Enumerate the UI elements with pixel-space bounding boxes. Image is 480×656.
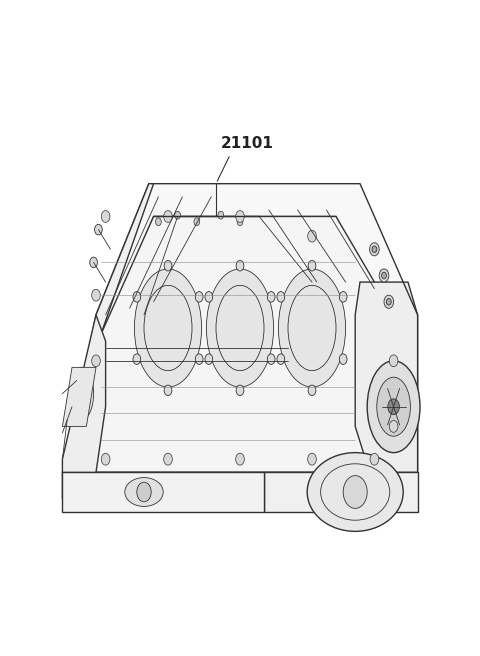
Circle shape <box>389 355 398 367</box>
Polygon shape <box>264 472 418 512</box>
Circle shape <box>133 354 141 364</box>
Circle shape <box>237 218 243 226</box>
Circle shape <box>308 453 316 465</box>
Circle shape <box>205 291 213 302</box>
Circle shape <box>308 230 316 242</box>
Circle shape <box>236 385 244 396</box>
Circle shape <box>90 257 97 268</box>
Polygon shape <box>72 216 408 472</box>
Circle shape <box>386 298 391 305</box>
Circle shape <box>218 211 224 219</box>
Polygon shape <box>96 184 403 341</box>
Polygon shape <box>62 367 96 426</box>
Circle shape <box>194 218 200 226</box>
Circle shape <box>195 354 203 365</box>
Circle shape <box>164 453 172 465</box>
Circle shape <box>101 211 110 222</box>
Circle shape <box>389 420 398 432</box>
Ellipse shape <box>224 226 275 262</box>
Circle shape <box>95 224 102 235</box>
Circle shape <box>277 354 285 364</box>
Circle shape <box>379 269 389 282</box>
Circle shape <box>370 453 379 465</box>
Circle shape <box>137 482 151 502</box>
Circle shape <box>267 291 275 302</box>
Circle shape <box>195 291 203 302</box>
Circle shape <box>308 385 316 396</box>
Polygon shape <box>62 472 264 512</box>
Ellipse shape <box>307 453 403 531</box>
Polygon shape <box>62 184 154 472</box>
Polygon shape <box>62 315 106 472</box>
Ellipse shape <box>303 238 340 264</box>
Circle shape <box>205 354 213 364</box>
Circle shape <box>382 272 386 279</box>
Circle shape <box>236 211 244 222</box>
Circle shape <box>277 291 285 302</box>
Polygon shape <box>62 472 418 512</box>
Circle shape <box>175 211 180 219</box>
Ellipse shape <box>186 226 237 262</box>
Ellipse shape <box>206 269 274 387</box>
Ellipse shape <box>125 478 163 506</box>
Circle shape <box>92 355 100 367</box>
Circle shape <box>164 211 172 222</box>
Circle shape <box>388 399 399 415</box>
Text: 21101: 21101 <box>221 136 274 151</box>
Ellipse shape <box>278 269 346 387</box>
Ellipse shape <box>377 377 410 436</box>
Circle shape <box>339 291 347 302</box>
Ellipse shape <box>147 228 198 264</box>
Circle shape <box>236 260 244 271</box>
Circle shape <box>308 260 316 271</box>
Circle shape <box>370 243 379 256</box>
Ellipse shape <box>134 269 202 387</box>
Polygon shape <box>355 282 418 472</box>
Circle shape <box>343 476 367 508</box>
Ellipse shape <box>70 367 94 420</box>
Circle shape <box>384 295 394 308</box>
Circle shape <box>156 218 161 226</box>
Circle shape <box>164 385 172 396</box>
Circle shape <box>101 453 110 465</box>
Circle shape <box>236 453 244 465</box>
Circle shape <box>164 260 172 271</box>
Polygon shape <box>394 282 418 472</box>
Ellipse shape <box>270 233 306 259</box>
Circle shape <box>133 291 141 302</box>
Circle shape <box>339 354 347 365</box>
Ellipse shape <box>367 361 420 453</box>
Circle shape <box>267 354 275 365</box>
Circle shape <box>372 246 377 253</box>
Circle shape <box>92 289 100 301</box>
